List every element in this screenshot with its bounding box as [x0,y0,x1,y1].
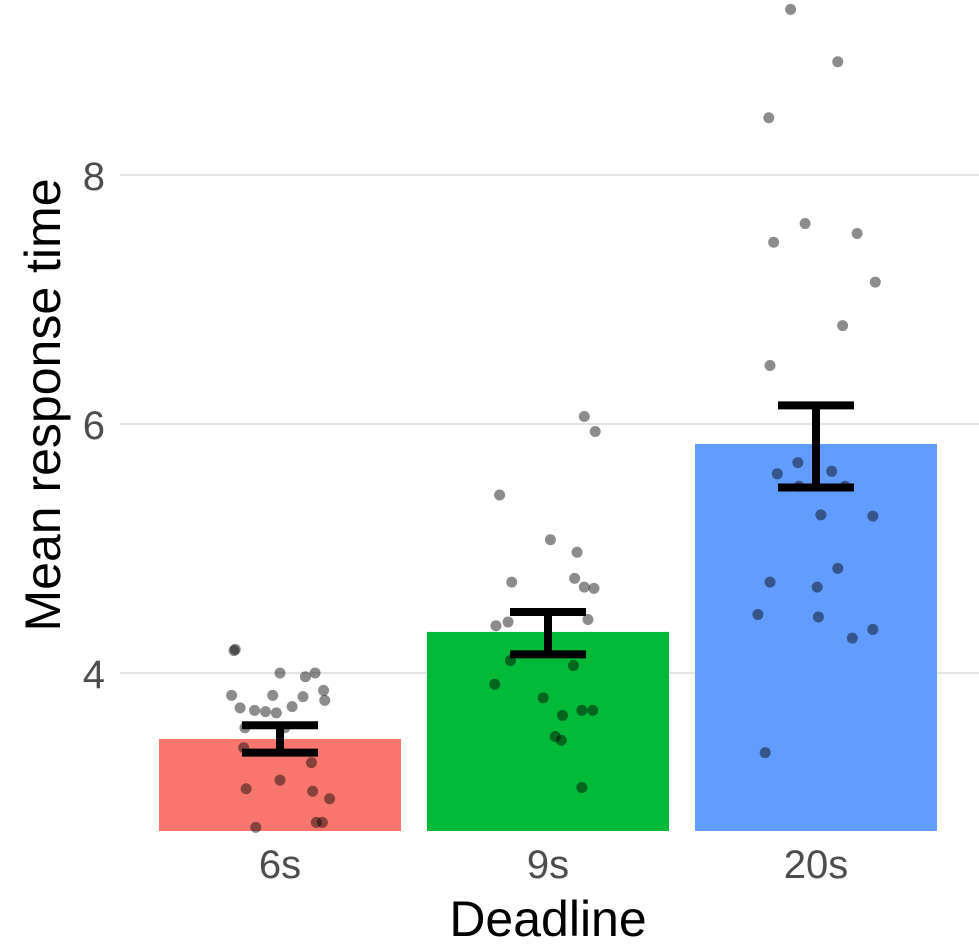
data-point [490,620,502,632]
data-point [569,572,581,584]
data-point [537,692,549,704]
data-point [299,671,311,683]
data-point [867,510,879,522]
data-point [557,709,569,721]
data-point [274,667,286,679]
data-point [249,704,261,716]
bar-9s [427,631,669,831]
data-point [229,643,241,655]
y-axis-ticks: 4 6 8 [83,155,105,697]
data-point [759,747,771,759]
data-point [768,236,780,248]
data-point [588,582,600,594]
y-tick-label: 8 [83,155,105,199]
data-point [318,684,330,696]
x-tick-label-6s: 6s [259,843,301,887]
data-point [228,645,240,657]
data-point [270,707,282,719]
bars [159,443,937,831]
data-point [799,218,811,230]
data-point [792,457,804,469]
data-point [587,704,599,716]
data-point [846,632,858,644]
x-tick-label-9s: 9s [527,843,569,887]
data-point [250,821,262,833]
data-point [502,616,514,628]
y-axis-title: Mean response time [15,178,71,631]
data-point [494,489,506,501]
data-point [310,816,322,828]
data-point [489,678,501,690]
data-point [811,581,823,593]
x-axis-ticks: 6s 9s 20s [259,843,848,887]
data-point [324,793,336,805]
error-bar-9s [510,607,586,659]
bar-20s [695,443,937,831]
y-tick-label: 4 [83,653,105,697]
data-point [578,411,590,423]
data-point [832,562,844,574]
error-bars [242,401,854,757]
data-point [578,581,590,593]
data-point [259,706,271,718]
data-point [764,576,776,588]
data-point [316,816,328,828]
data-point [549,730,561,742]
data-point [869,276,881,288]
data-point [763,112,775,124]
data-point [274,774,286,786]
data-point [506,576,518,588]
error-bar-6s [242,721,318,757]
data-point [576,782,588,794]
data-point [867,623,879,635]
data-point [764,359,776,371]
data-point [305,757,317,769]
data-point [826,465,838,477]
data-point [297,691,309,703]
data-point [589,425,601,437]
data-point [240,783,252,795]
error-bar-20s [778,401,854,492]
data-point [576,704,588,716]
data-point [319,694,331,706]
data-point [582,613,594,625]
data-point [812,611,824,623]
data-point [837,320,849,332]
data-point [815,509,827,521]
x-axis-title: Deadline [449,891,646,945]
data-point [571,546,583,558]
data-point [785,3,797,15]
data-point [226,689,238,701]
data-point [567,660,579,672]
data-point [234,702,246,714]
data-point [544,534,556,546]
data-point [832,56,844,68]
data-point [851,228,863,240]
data-point [771,468,783,480]
data-point [752,608,764,620]
data-point [555,734,567,746]
data-point [286,701,298,713]
data-point [267,689,279,701]
x-tick-label-20s: 20s [784,843,849,887]
data-point [309,667,321,679]
y-tick-label: 6 [83,404,105,448]
data-point [307,785,319,797]
